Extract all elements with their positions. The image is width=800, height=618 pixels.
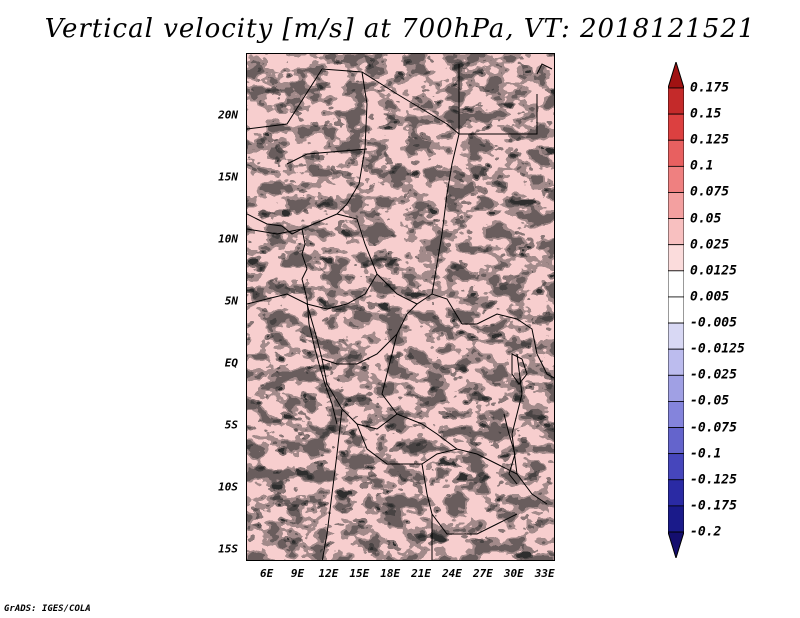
colorbar-swatch (667, 87, 685, 115)
colorbar-top-arrow (667, 60, 685, 89)
country-borders (247, 64, 554, 560)
colorbar-level-label: 0.025 (690, 237, 730, 253)
map-plot-area (246, 53, 555, 561)
colorbar-level-label: -0.05 (690, 393, 730, 409)
lon-tick-label: 21E (411, 567, 432, 580)
colorbar-swatch (667, 479, 685, 507)
colorbar-level-label: 0.125 (690, 132, 730, 148)
coastline (247, 63, 553, 485)
colorbar-level-label: -0.2 (690, 524, 722, 540)
lat-tick-label: 5N (224, 294, 238, 308)
colorbar-swatch (667, 218, 685, 246)
colorbar-swatch (667, 192, 685, 219)
colorbar-swatch (667, 165, 685, 193)
colorbar-swatch (667, 113, 685, 141)
lon-tick-label: 30E (503, 567, 524, 580)
lat-tick-label: 10N (218, 232, 238, 246)
colorbar-swatch (667, 348, 685, 376)
colorbar-level-label: -0.0125 (690, 341, 745, 357)
colorbar-level-label: 0.1 (690, 158, 714, 174)
lat-tick-label: 15N (218, 170, 238, 184)
colorbar-swatch (667, 139, 685, 167)
colorbar-level-label: -0.125 (690, 472, 737, 488)
colorbar-swatch (667, 374, 685, 402)
velocity-field (247, 54, 554, 560)
lon-tick-label: 9E (290, 567, 305, 580)
colorbar-level-label: 0.05 (690, 211, 722, 227)
colorbar-swatch (667, 401, 685, 428)
colorbar-graphic (667, 60, 685, 560)
lat-tick-label: EQ (224, 356, 238, 370)
chart-title: Vertical velocity [m/s] at 700hPa, VT: 2… (44, 14, 756, 44)
colorbar-swatch (667, 296, 685, 324)
lat-tick-label: 10S (218, 480, 238, 494)
lat-tick-label: 5S (224, 418, 238, 432)
colorbar-swatch (667, 453, 685, 481)
colorbar (667, 60, 685, 560)
colorbar-swatch (667, 505, 685, 533)
colorbar-level-label: -0.005 (690, 315, 737, 331)
colorbar-level-label: -0.075 (690, 420, 737, 436)
lon-tick-label: 15E (349, 567, 370, 580)
lon-tick-label: 6E (259, 567, 274, 580)
colorbar-level-label: 0.15 (690, 106, 722, 122)
colorbar-level-label: 0.075 (690, 184, 730, 200)
colorbar-level-label: -0.1 (690, 446, 722, 462)
colorbar-level-label: 0.0125 (690, 263, 737, 279)
colorbar-swatch (667, 322, 685, 350)
lon-tick-label: 12E (318, 567, 339, 580)
colorbar-level-label: -0.025 (690, 367, 737, 383)
lat-tick-label: 15S (218, 542, 238, 556)
colorbar-swatch (667, 244, 685, 272)
colorbar-level-label: 0.175 (690, 80, 730, 96)
lon-tick-label: 24E (442, 567, 462, 580)
colorbar-level-label: 0.005 (690, 289, 730, 305)
footer-credit: GrADS: IGES/COLA (4, 604, 91, 614)
colorbar-bottom-arrow (667, 531, 685, 560)
field-haze (247, 54, 554, 560)
lat-tick-label: 20N (218, 108, 238, 122)
colorbar-swatch (667, 270, 685, 298)
colorbar-level-label: -0.175 (690, 498, 737, 514)
lon-tick-label: 18E (380, 567, 401, 580)
colorbar-swatch (667, 427, 685, 455)
field-ascent (247, 54, 554, 560)
lon-tick-label: 33E (534, 567, 555, 580)
lon-tick-label: 27E (472, 567, 493, 580)
